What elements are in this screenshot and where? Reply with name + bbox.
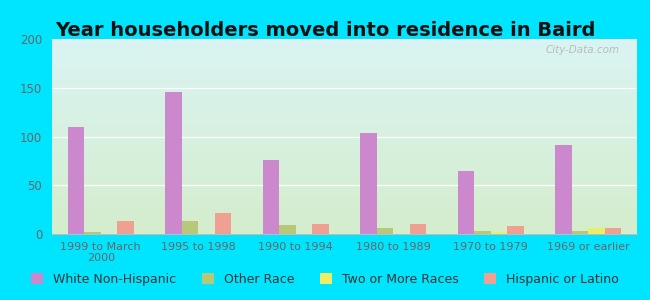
Bar <box>182 221 198 234</box>
Text: Year householders moved into residence in Baird: Year householders moved into residence i… <box>55 21 595 40</box>
Bar <box>68 127 84 234</box>
Bar <box>555 145 572 234</box>
Bar <box>588 228 605 234</box>
Bar <box>280 225 296 234</box>
Bar <box>491 232 507 234</box>
Bar <box>214 212 231 234</box>
Bar <box>507 226 524 234</box>
Bar <box>377 228 393 234</box>
Bar <box>458 171 474 234</box>
Bar <box>410 224 426 234</box>
Legend: White Non-Hispanic, Other Race, Two or More Races, Hispanic or Latino: White Non-Hispanic, Other Race, Two or M… <box>26 268 624 291</box>
Bar <box>605 228 621 234</box>
Bar <box>117 221 134 234</box>
Text: City-Data.com: City-Data.com <box>545 45 619 55</box>
Bar <box>312 224 329 234</box>
Bar <box>572 231 588 234</box>
Bar <box>360 133 377 234</box>
Bar <box>84 232 101 234</box>
Bar <box>263 160 280 234</box>
Bar <box>165 92 182 234</box>
Bar <box>474 231 491 234</box>
